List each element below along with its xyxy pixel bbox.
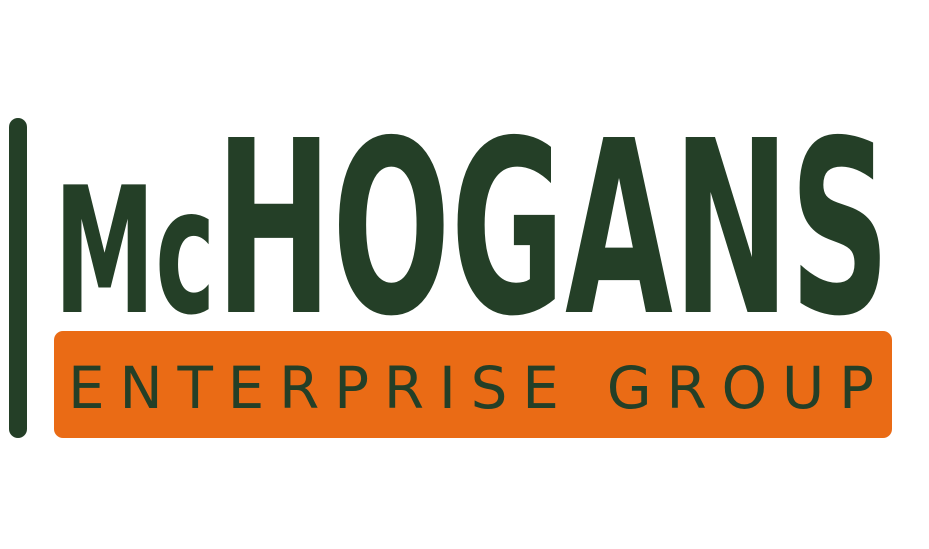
logo-name-prefix: Mc [54,151,215,354]
logo-wordmark-text: McHOGANS [54,89,890,369]
logo-name-main: HOGANS [215,89,890,369]
logo-vertical-bar [9,118,27,438]
logo-wordmark: McHOGANS [54,89,890,369]
logo-tagline-graphic: ENTERPRISE GROUP [68,354,874,422]
logo-tagline: ENTERPRISE GROUP [68,354,874,422]
logo-tagline-band: ENTERPRISE GROUP [54,331,892,438]
